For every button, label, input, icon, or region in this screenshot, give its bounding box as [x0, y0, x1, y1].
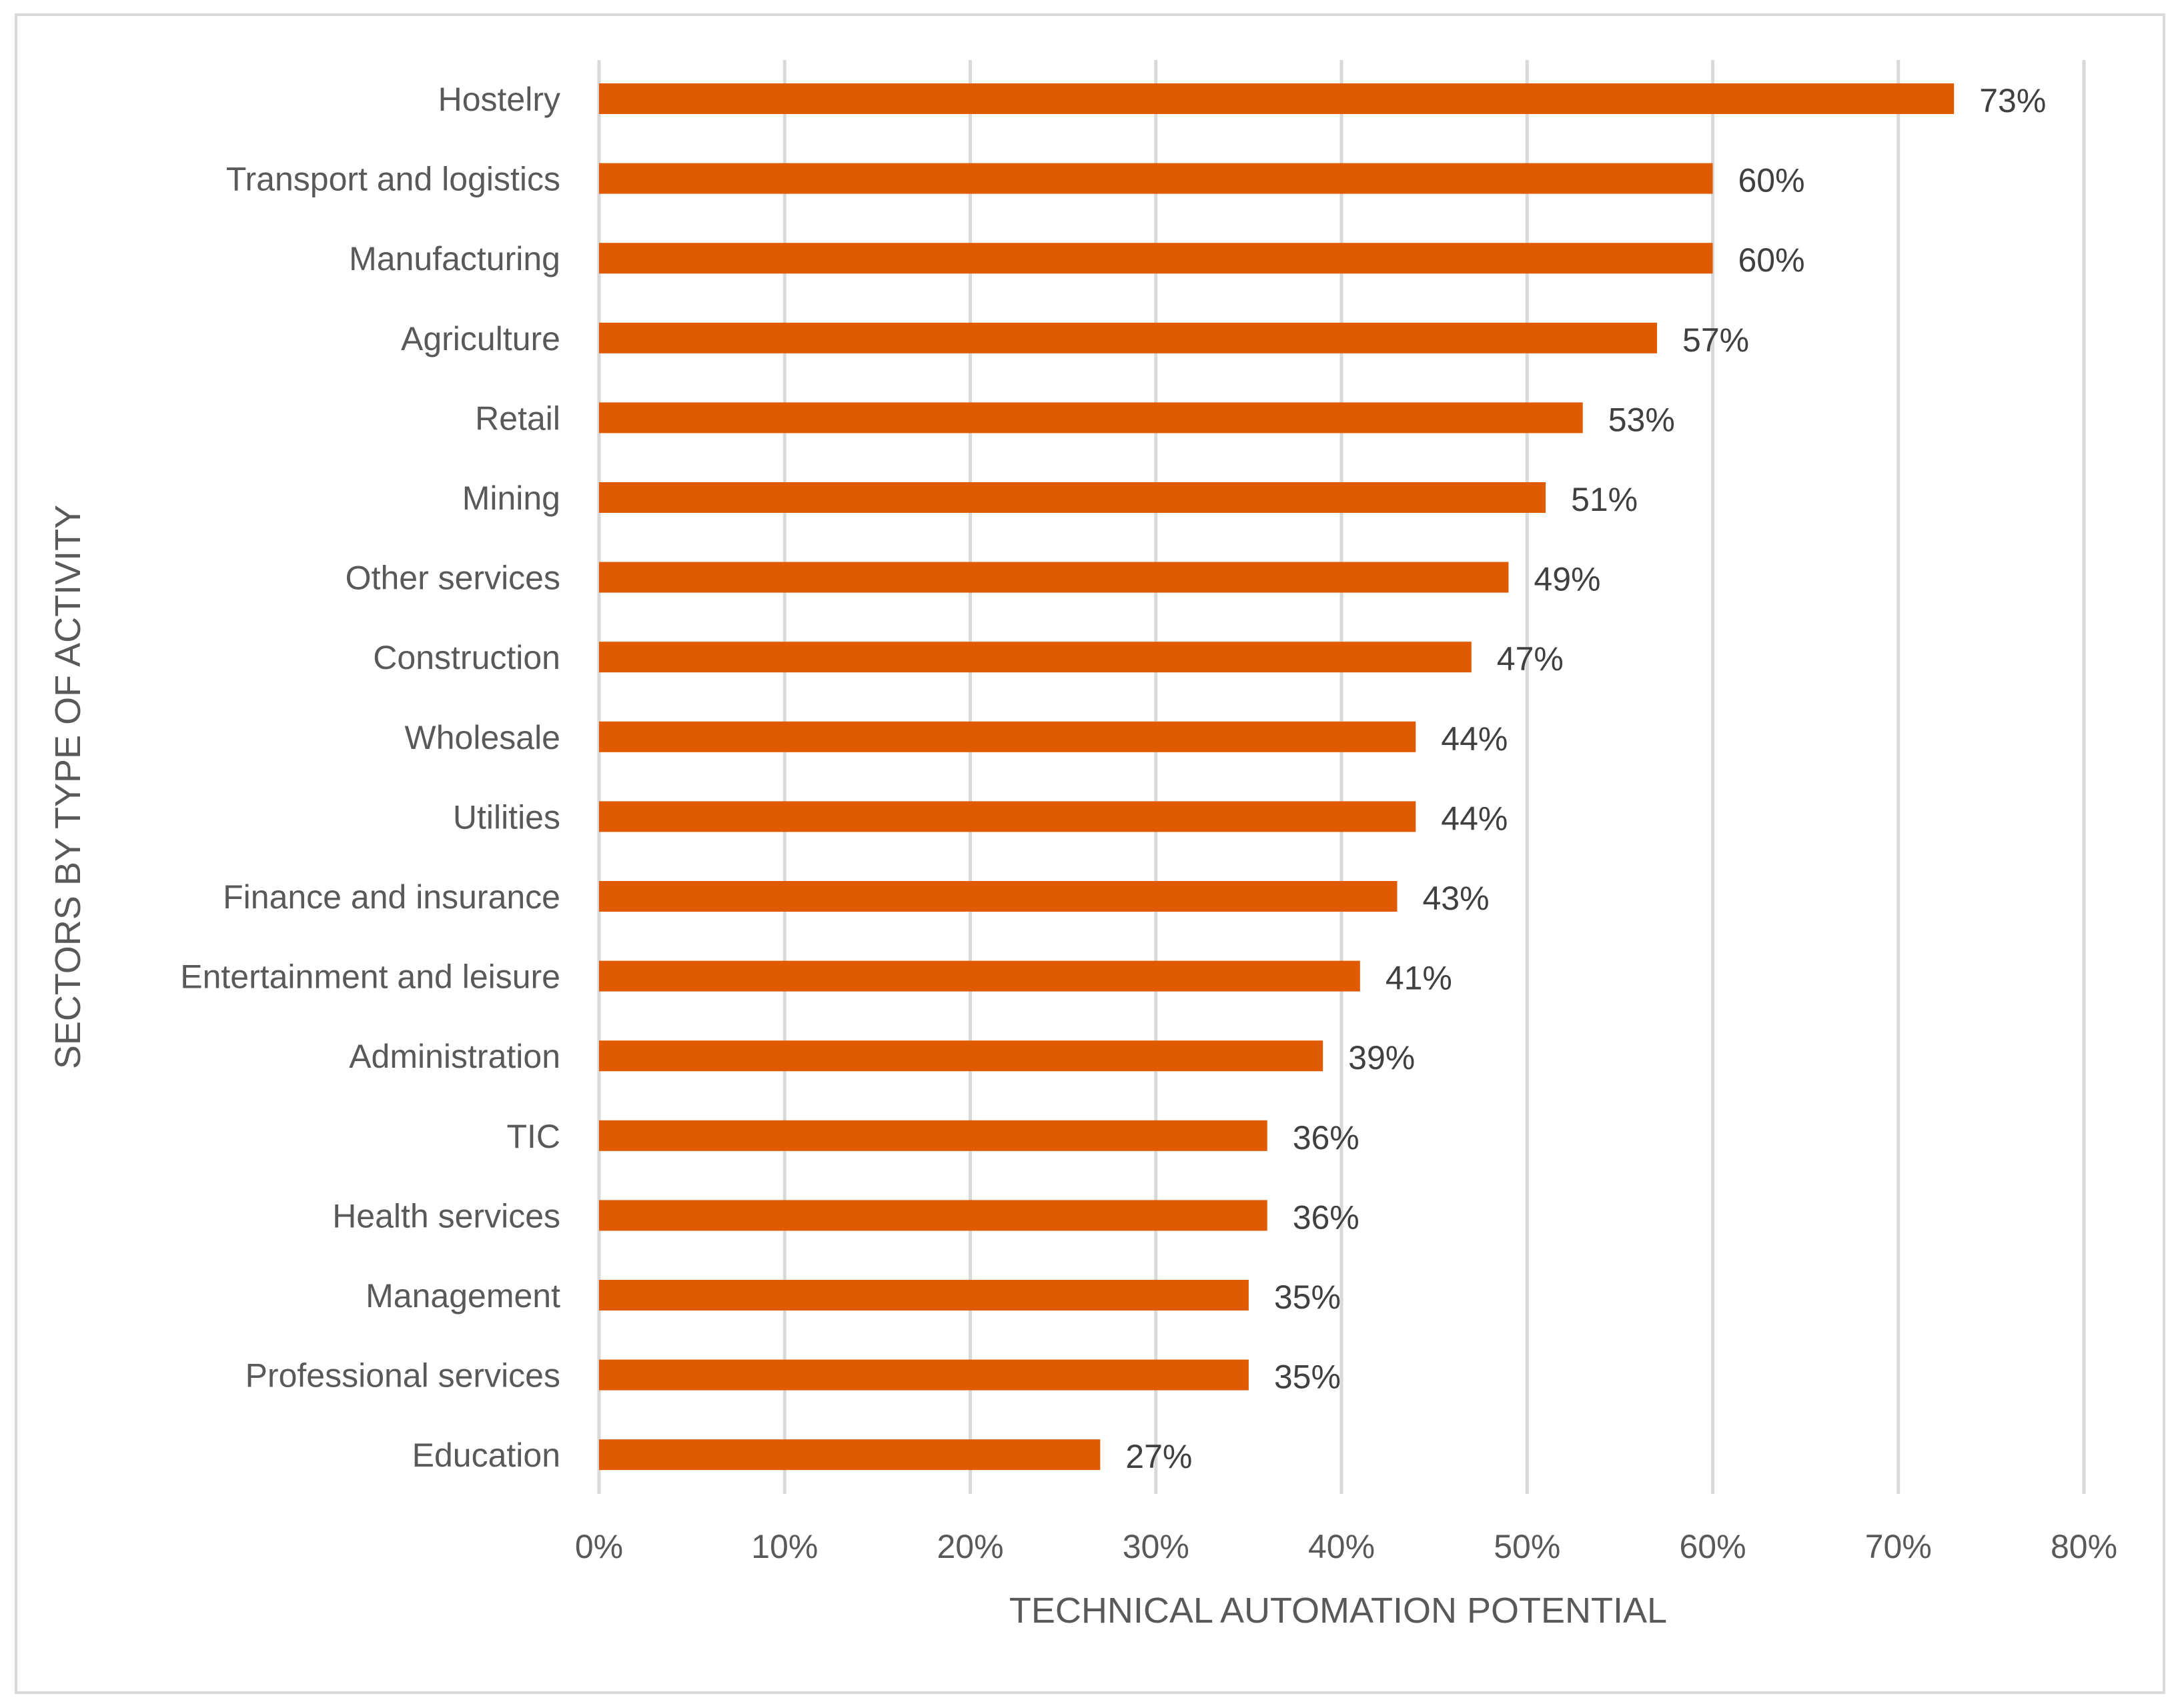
x-tick-label: 70%	[1865, 1528, 1932, 1565]
bar	[599, 83, 1955, 114]
bar	[599, 1040, 1323, 1072]
bar	[599, 482, 1546, 513]
bar	[599, 322, 1658, 353]
category-label: Transport and logistics	[226, 161, 560, 198]
chart-frame	[15, 13, 2165, 1694]
data-label: 53%	[1608, 401, 1675, 438]
category-labels: Hostelry Transport and logistics Manufactu…	[180, 81, 560, 1474]
data-label: 73%	[1979, 82, 2046, 119]
x-tick-label: 40%	[1308, 1528, 1375, 1565]
x-tick-label: 50%	[1494, 1528, 1560, 1565]
x-tick-label: 30%	[1123, 1528, 1189, 1565]
data-label: 41%	[1386, 960, 1452, 997]
bar	[599, 642, 1472, 673]
category-label: Administration	[349, 1038, 560, 1075]
category-label: Retail	[475, 399, 560, 437]
category-label: Professional services	[245, 1357, 560, 1395]
data-label: 36%	[1293, 1119, 1359, 1156]
bar	[599, 1200, 1267, 1231]
bar	[599, 1120, 1267, 1151]
bars	[599, 83, 1955, 1471]
data-label: 47%	[1497, 640, 1564, 678]
data-label: 49%	[1534, 561, 1600, 598]
category-label: Other services	[346, 560, 560, 597]
data-label: 44%	[1441, 720, 1508, 758]
data-label: 60%	[1738, 241, 1805, 279]
bar	[599, 960, 1360, 992]
data-labels: 73% 60% 60% 57% 53% 51% 49% 47% 44% 44% 43% 41% 39% 3…	[1125, 82, 2046, 1475]
bar	[599, 562, 1509, 593]
bar	[599, 1439, 1101, 1471]
data-label: 35%	[1274, 1278, 1341, 1316]
data-label: 36%	[1293, 1198, 1359, 1236]
bar	[599, 881, 1398, 912]
data-label: 57%	[1682, 321, 1749, 359]
data-label: 51%	[1571, 481, 1638, 518]
bar	[599, 1280, 1249, 1311]
category-label: Wholesale	[405, 719, 560, 756]
x-tick-label: 20%	[937, 1528, 1003, 1565]
bar	[599, 721, 1416, 752]
y-axis-title: SECTORS BY TYPE OF ACTIVITY	[48, 505, 88, 1069]
category-label: Utilities	[453, 798, 560, 836]
category-label: Hostelry	[438, 81, 560, 118]
gridlines	[597, 60, 2086, 1494]
x-axis-title: TECHNICAL AUTOMATION POTENTIAL	[1009, 1591, 1667, 1631]
bar	[599, 1359, 1249, 1391]
category-label: TIC	[506, 1118, 560, 1155]
data-label: 39%	[1348, 1039, 1415, 1076]
data-label: 35%	[1274, 1359, 1341, 1396]
bar	[599, 243, 1713, 274]
x-tick-label: 10%	[751, 1528, 818, 1565]
category-label: Manufacturing	[349, 240, 560, 277]
category-label: Construction	[373, 639, 560, 676]
data-label: 60%	[1738, 162, 1805, 199]
bar	[599, 402, 1583, 434]
x-tick-label: 80%	[2051, 1528, 2117, 1565]
category-label: Agriculture	[401, 320, 560, 357]
category-label: Health services	[332, 1197, 560, 1234]
category-label: Management	[366, 1277, 560, 1315]
data-label: 44%	[1441, 800, 1508, 837]
category-label: Education	[412, 1437, 560, 1474]
data-label: 27%	[1125, 1438, 1192, 1475]
data-label: 43%	[1422, 880, 1489, 917]
bar	[599, 163, 1713, 194]
x-tick-label: 60%	[1679, 1528, 1746, 1565]
bar	[599, 801, 1416, 832]
category-label: Mining	[462, 480, 560, 517]
x-tick-label: 0%	[575, 1528, 623, 1565]
category-label: Finance and insurance	[223, 878, 560, 916]
x-tick-labels: 0% 10% 20% 30% 40% 50% 60% 70% 80%	[575, 1528, 2117, 1565]
category-label: Entertainment and leisure	[180, 958, 560, 996]
